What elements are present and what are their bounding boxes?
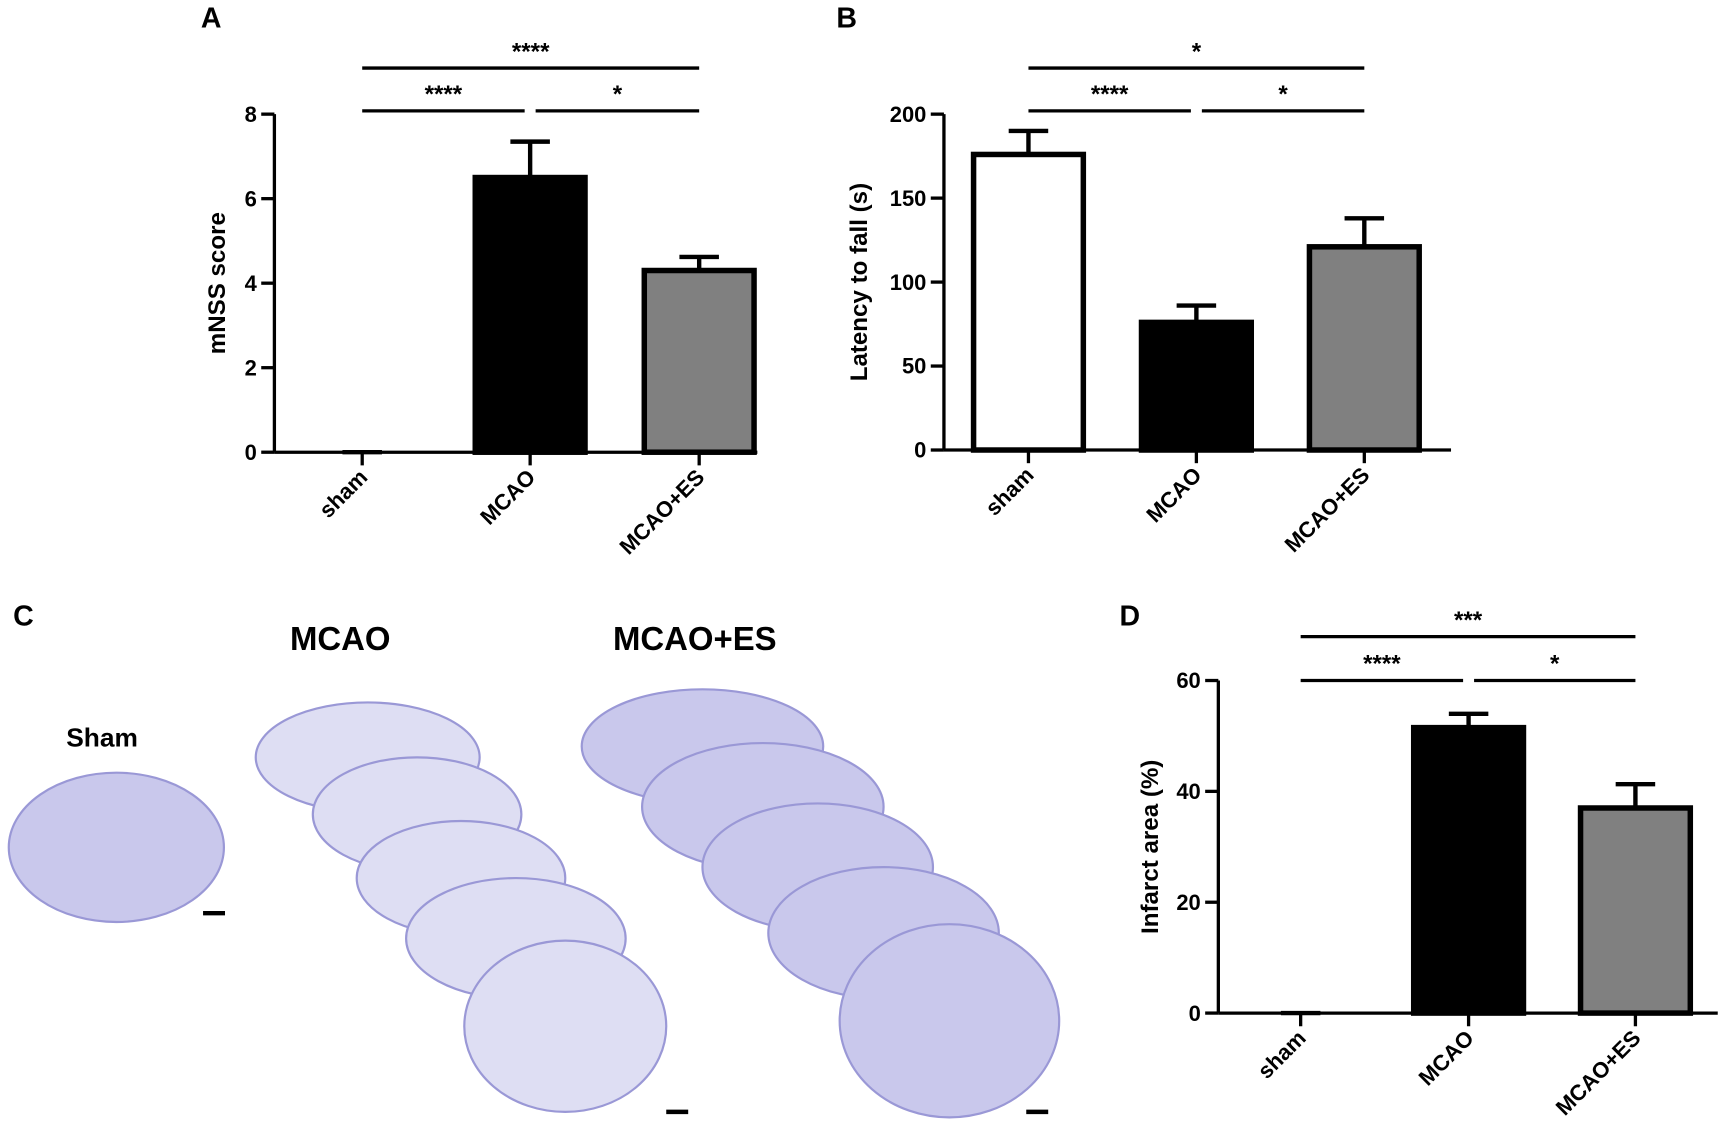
x-tick-label: sham (1253, 1025, 1311, 1083)
y-tick-label: 200 (890, 102, 927, 127)
panel-letter: A (201, 2, 222, 34)
panel-letter: D (1120, 601, 1141, 633)
bar-chart: B Latency to fall (s) 0 50 100 150 200 sham MCAO… (836, 2, 1452, 557)
y-tick-label: 6 (245, 186, 257, 211)
y-tick-label: 0 (914, 438, 926, 463)
significance-label: **** (512, 38, 550, 65)
y-tick-label: 40 (1176, 779, 1200, 804)
image-label: MCAO (290, 620, 391, 657)
x-tick-label: MCAO+ES (1551, 1025, 1646, 1120)
bar (1306, 244, 1422, 453)
y-tick-label: 4 (245, 271, 258, 296)
bar (1410, 724, 1527, 1016)
y-axis-label: Latency to fall (s) (846, 183, 873, 381)
image-label: MCAO+ES (613, 620, 777, 657)
scale-bars (203, 911, 1049, 1115)
bar (1138, 319, 1255, 453)
y-tick-label: 0 (1189, 1001, 1201, 1026)
x-tick-label: sham (980, 462, 1038, 520)
x-tick-label: MCAO (1141, 462, 1206, 527)
significance-label: * (613, 81, 623, 108)
bar (641, 267, 757, 455)
y-tick-label: 100 (890, 270, 927, 295)
y-axis-label: Infarct area (%) (1137, 760, 1164, 934)
y-tick-label: 60 (1176, 668, 1200, 693)
y-axis-label: mNSS score (204, 212, 231, 354)
y-tick-label: 150 (890, 186, 927, 211)
image-label: Sham (66, 722, 138, 752)
slice (463, 939, 668, 1113)
bar (970, 151, 1087, 453)
slice (7, 771, 226, 924)
y-tick-label: 50 (902, 354, 926, 379)
x-tick-label: MCAO+ES (614, 464, 709, 559)
bar-chart: D Infarct area (%) 0 20 40 60 sham MCAO MCAO+ES *… (1120, 601, 1718, 1120)
x-tick-label: sham (314, 464, 372, 522)
brain-slices (7, 688, 1061, 1119)
x-tick-label: MCAO (1414, 1025, 1479, 1090)
significance-label: * (1278, 81, 1288, 108)
panel-letter: C (13, 601, 34, 633)
y-tick-label: 20 (1176, 890, 1200, 915)
significance-label: **** (1363, 651, 1401, 678)
x-tick-label: MCAO (475, 464, 540, 529)
panel-c: C Sham MCAO MCAO+ES (7, 601, 1061, 1119)
significance-label: **** (1091, 81, 1129, 108)
bar (1577, 805, 1694, 1016)
significance-label: * (1192, 38, 1202, 65)
y-tick-label: 8 (245, 102, 257, 127)
significance-label: * (1550, 651, 1560, 678)
y-tick-label: 0 (245, 440, 257, 465)
significance-label: *** (1454, 607, 1483, 634)
panel-letter: B (836, 2, 857, 34)
y-tick-label: 2 (245, 355, 257, 380)
slice (838, 923, 1061, 1119)
significance-label: **** (425, 81, 463, 108)
x-tick-label: MCAO+ES (1280, 462, 1375, 557)
bar (472, 174, 588, 455)
